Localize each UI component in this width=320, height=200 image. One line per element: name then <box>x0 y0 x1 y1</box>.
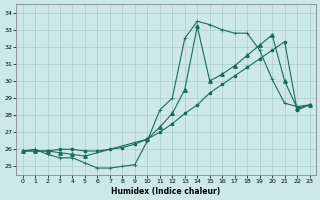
X-axis label: Humidex (Indice chaleur): Humidex (Indice chaleur) <box>111 187 221 196</box>
